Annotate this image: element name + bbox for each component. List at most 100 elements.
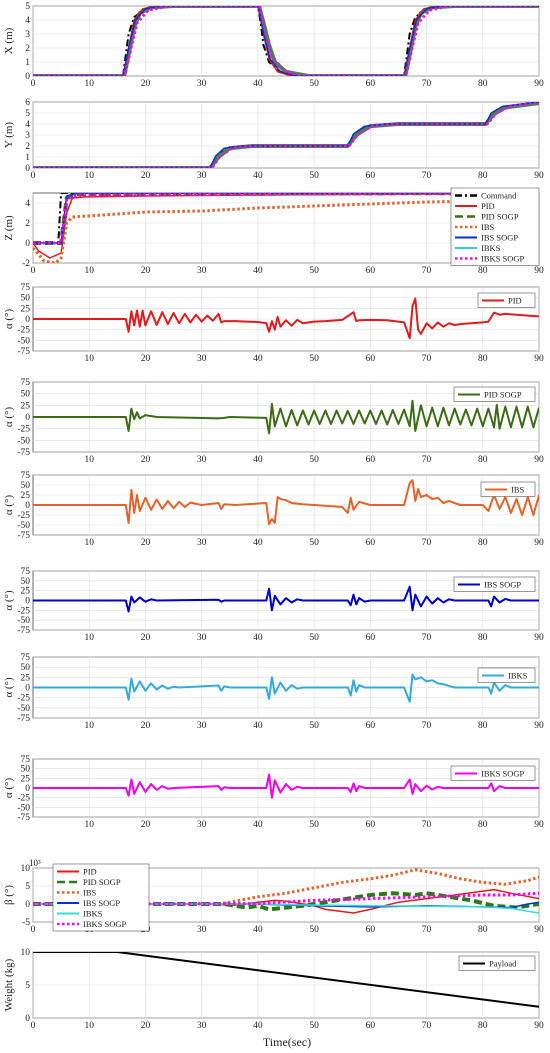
x-tick-label: 60 [366,925,376,935]
y-tick-label: 2 [25,219,30,229]
x-tick-label: 20 [141,79,151,89]
x-tick-label: 40 [253,925,263,935]
x-tick-label: 80 [478,79,488,89]
legend-label: IBKS SOGP [481,769,524,779]
y-tick-label: -25 [17,694,30,704]
x-tick-label: 80 [478,633,488,643]
x-tick-label: 30 [197,1021,207,1031]
x-tick-label: 70 [422,266,432,276]
legend-box [52,863,150,932]
y-axis-exponent: 10³ [29,858,41,868]
x-tick-label: 20 [141,171,151,181]
chart-panel-1: 0 10 20 30 40 50 60 70 80 90 0 1 2 3 4 5 X (m) [3,2,544,89]
x-tick-label: 70 [422,633,432,643]
y-tick-label: -50 [17,616,30,626]
x-tick-label: 20 [141,354,151,364]
x-tick-label: 20 [141,1021,151,1031]
y-tick-label: 5 [25,882,30,892]
x-tick-label: 60 [366,455,376,465]
y-tick-label: 75 [21,567,31,577]
x-tick-label: 40 [253,354,263,364]
legend-label: PID SOGP [481,212,519,222]
series-line-1 [33,585,539,613]
y-axis-label: X (m) [3,27,15,54]
x-tick-label: 10 [84,633,94,643]
x-tick-label: 20 [141,538,151,548]
y-axis-label: α (°) [3,309,15,330]
x-tick-label: 90 [534,171,544,181]
x-tick-label: 0 [31,925,36,935]
x-tick-label: 30 [197,925,207,935]
y-tick-label: 50 [21,294,31,304]
legend: Payload [458,955,536,971]
x-tick-label: 0 [31,266,36,276]
x-tick-label: 70 [422,171,432,181]
y-tick-label: -75 [17,531,30,541]
legend: PID SOGP [453,386,536,402]
x-tick-label: 80 [478,171,488,181]
legend-label: IBS [511,485,525,495]
series-line-4 [33,6,539,76]
series-line-2 [33,868,539,906]
y-tick-label: -75 [17,347,30,357]
y-tick-label: 50 [21,481,31,491]
y-tick-label: -50 [17,521,30,531]
y-tick-label: 3 [25,131,30,141]
x-tick-label: 70 [422,79,432,89]
y-tick-label: 75 [21,283,31,293]
x-tick-label: 90 [534,455,544,465]
y-tick-label: 6 [25,98,30,108]
y-axis-label: α (°) [3,677,15,698]
y-tick-label: -75 [17,714,30,724]
y-axis-label: Weight (kg) [3,958,15,1011]
x-tick-label: 30 [197,79,207,89]
y-tick-label: 0 [25,900,30,910]
x-tick-label: 20 [141,455,151,465]
legend-label: Command [481,191,517,201]
x-tick-label: 60 [366,820,376,830]
series-line-6 [33,891,539,906]
x-tick-label: 80 [478,538,488,548]
x-tick-label: 10 [84,171,94,181]
x-tick-label: 40 [253,820,263,830]
x-tick-label: 90 [534,721,544,731]
x-tick-label: 80 [478,455,488,465]
x-tick-label: 60 [366,266,376,276]
x-tick-label: 50 [309,171,319,181]
x-tick-label: 10 [84,354,94,364]
y-tick-label: -50 [17,436,30,446]
y-tick-label: 0 [25,1014,30,1024]
y-tick-label: -50 [17,336,30,346]
y-tick-label: 5 [25,109,30,119]
x-tick-label: 80 [478,721,488,731]
x-tick-label: 20 [141,266,151,276]
x-tick-label: 90 [534,266,544,276]
y-tick-label: 25 [21,401,31,411]
y-tick-label: 0 [25,684,30,694]
y-tick-label: 50 [21,663,31,673]
legend-box [458,955,536,971]
legend-label: IBKS [481,243,501,253]
y-tick-label: 0 [25,72,30,82]
x-tick-label: 50 [309,455,319,465]
x-tick-label: 80 [478,1021,488,1031]
x-tick-label: 50 [309,633,319,643]
x-tick-label: 30 [197,171,207,181]
y-tick-label: 4 [25,120,30,130]
y-tick-label: 75 [21,378,31,388]
chart-panel-11: 0 10 20 30 40 50 60 70 80 90 0 5 10 Weight (kg) Payloa… [3,948,544,1031]
legend-label: IBS [481,222,495,232]
y-tick-label: 75 [21,755,31,765]
x-tick-label: 40 [253,633,263,643]
series-line-3 [33,199,539,263]
series-line-5 [33,193,539,244]
x-tick-label: 90 [534,354,544,364]
y-tick-label: 0 [25,164,30,174]
x-tick-label: 40 [253,1021,263,1031]
x-tick-label: 50 [309,79,319,89]
x-tick-label: 40 [253,455,263,465]
